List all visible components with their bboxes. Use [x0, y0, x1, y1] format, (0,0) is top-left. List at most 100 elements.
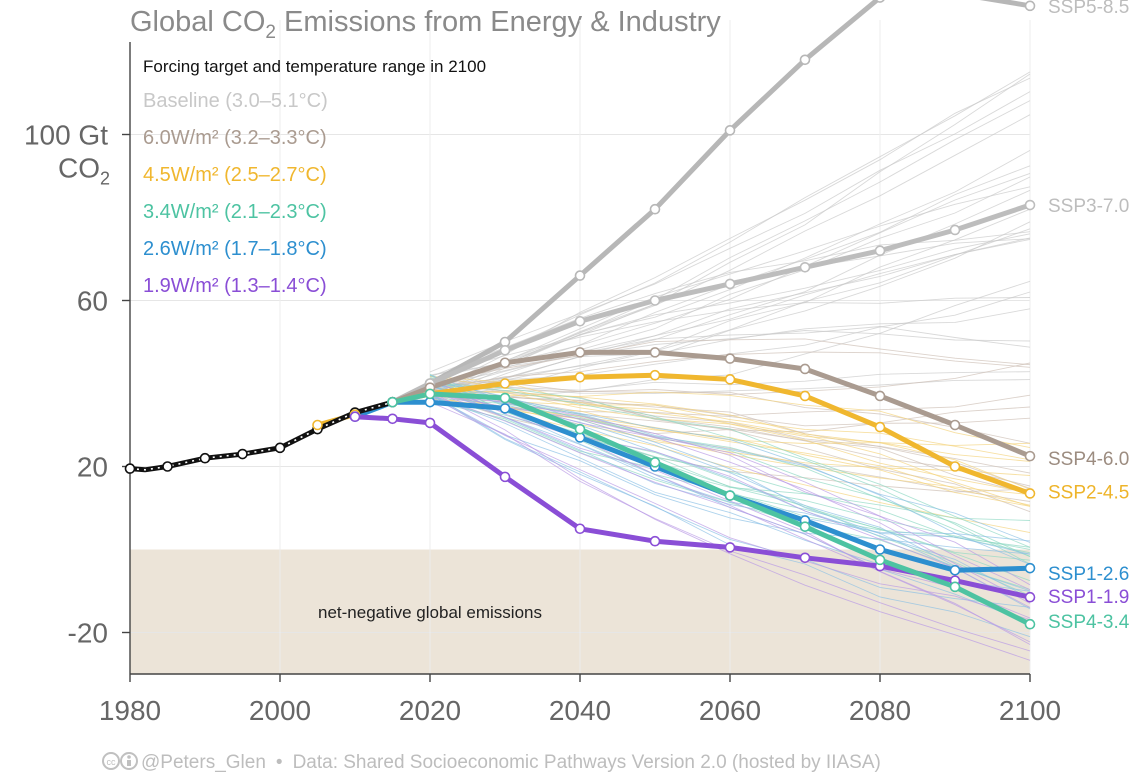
historical-point-1990 — [199, 452, 211, 464]
series-line-ssp5-8-5 — [390, 0, 1033, 405]
point-ssp3-7-0-2090 — [949, 224, 961, 236]
x-tick-label-6: 2100 — [999, 695, 1061, 726]
by-icon — [120, 752, 138, 770]
point-ssp3-7-0-2080 — [874, 245, 886, 256]
point-ssp5-8-5-2080 — [875, 0, 885, 3]
point-ssp5-8-5-2060 — [724, 125, 736, 136]
point-ssp1-2-6-2090 — [949, 564, 961, 576]
legend: Forcing target and temperature range in … — [143, 57, 486, 297]
point-ssp4-3-4-2020 — [424, 388, 436, 400]
legend-entry-1: 6.0W/m² (3.2–3.3°C) — [143, 127, 327, 149]
point-ssp4-3-4-2030 — [499, 392, 511, 404]
x-tick-label-0: 1980 — [99, 695, 161, 726]
point-ssp4-6-0-2100 — [1024, 450, 1036, 462]
point-ssp4-6-0-2050 — [649, 347, 661, 358]
ensemble-line-4-0 — [429, 383, 1031, 565]
ensemble-line-0-25 — [429, 100, 1031, 395]
ensemble-line-5-4 — [429, 378, 1031, 645]
point-ssp2-4-5-2005 — [312, 419, 323, 431]
legend-entry-4: 2.6W/m² (1.7–1.8°C) — [143, 238, 327, 260]
ensemble-line-3-5 — [429, 400, 1031, 521]
footer: cc @Peters_Glen • Data: Shared Socioeconom… — [102, 752, 881, 773]
chart-title-rest: Emissions from Energy & Industry — [276, 6, 721, 38]
historical-series — [124, 396, 398, 474]
ensemble-line-0-18 — [429, 114, 1031, 397]
end-label-ssp5-8-5: SSP5-8.5 — [1048, 0, 1129, 18]
x-tick-label-5: 2080 — [849, 695, 911, 726]
point-ssp1-1-9-2020 — [424, 417, 436, 429]
ensemble-line-4-6 — [429, 394, 1031, 555]
point-ssp2-4-5-2080 — [874, 421, 886, 433]
ensemble-line-2-8 — [429, 390, 1031, 494]
point-ssp4-3-4-2040 — [574, 423, 586, 435]
point-ssp2-4-5-2030 — [499, 378, 511, 389]
point-ssp2-4-5-2090 — [949, 461, 961, 472]
point-ssp4-3-4-2090 — [949, 581, 961, 593]
legend-heading: Forcing target and temperature range in … — [143, 57, 486, 76]
point-ssp3-7-0-2050 — [649, 295, 661, 306]
footer-source: Data: Shared Socioeconomic Pathways Vers… — [293, 752, 881, 773]
x-tick-label-4: 2060 — [699, 695, 761, 726]
ensemble-line-0-16 — [429, 371, 1031, 391]
historical-point-1980 — [124, 463, 136, 474]
y-axis-label-co: CO — [58, 153, 100, 184]
end-label-ssp4-3-4: SSP4-3.4 — [1048, 612, 1130, 633]
x-tick-label-2: 2020 — [399, 695, 461, 726]
end-label-ssp2-4-5: SSP2-4.5 — [1048, 482, 1129, 503]
footer-credit: @Peters_Glen — [141, 752, 266, 773]
ensemble-line-3-10 — [429, 382, 1031, 565]
ensemble-line-0-21 — [429, 91, 1031, 373]
ensemble-line-2-6 — [429, 375, 1031, 507]
point-ssp3-7-0-2100 — [1024, 199, 1036, 211]
by-icon-body — [127, 760, 131, 766]
legend-entry-3: 3.4W/m² (2.1–2.3°C) — [143, 201, 327, 223]
chart-title-main: Global CO — [130, 6, 265, 38]
by-icon-head — [127, 755, 131, 759]
ensemble-line-1-4 — [429, 389, 1031, 444]
ensemble-line-1-7 — [429, 338, 1031, 384]
end-label-ssp1-1-9: SSP1-1.9 — [1048, 587, 1129, 608]
point-ssp4-3-4-2015 — [387, 396, 398, 408]
point-ssp1-1-9-2060 — [724, 542, 736, 553]
point-ssp4-3-4-2070 — [799, 521, 811, 532]
point-ssp1-1-9-2030 — [499, 471, 511, 483]
end-label-ssp4-6-0: SSP4-6.0 — [1048, 449, 1129, 470]
point-ssp1-1-9-2040 — [574, 523, 586, 535]
point-ssp1-2-6-2030 — [499, 403, 511, 414]
legend-entry-0: Baseline (3.0–5.1°C) — [143, 90, 328, 112]
point-ssp4-6-0-2040 — [574, 347, 586, 358]
point-ssp3-7-0-2040 — [574, 315, 586, 327]
ensemble-line-4-7 — [429, 380, 1031, 610]
ensemble-line-0-26 — [429, 237, 1031, 399]
series-line-ssp3-7-0 — [390, 202, 1033, 405]
point-ssp4-6-0-2090 — [949, 419, 961, 431]
point-ssp1-1-9-2010 — [349, 411, 361, 423]
ensemble-line-2-7 — [429, 388, 1031, 461]
ensemble-line-0-4 — [429, 186, 1031, 389]
ensemble-line-5-8 — [429, 394, 1031, 619]
point-ssp4-3-4-2080 — [874, 554, 886, 566]
point-ssp5-8-5-2050 — [649, 203, 661, 215]
footer-separator: • — [276, 752, 283, 773]
legend-entry-2: 4.5W/m² (2.5–2.7°C) — [143, 164, 327, 186]
y-axis-label-line1: 100 Gt — [24, 120, 108, 151]
point-ssp1-1-9-2015 — [387, 413, 398, 425]
y-tick-label-2: 60 — [77, 286, 108, 317]
ensemble-line-0-2 — [429, 326, 1031, 393]
point-ssp2-4-5-2050 — [649, 369, 661, 381]
point-ssp2-4-5-2070 — [799, 390, 811, 402]
chart-title-subscript: 2 — [265, 22, 276, 43]
y-axis-label-line2: CO2 — [58, 153, 110, 189]
x-tick-label-3: 2040 — [549, 695, 611, 726]
series-line-ssp4-6-0 — [390, 349, 1033, 459]
point-ssp4-6-0-2030 — [499, 357, 511, 369]
cc-icon — [102, 752, 120, 770]
ensemble-line-0-17 — [429, 73, 1031, 389]
end-label-ssp1-2-6: SSP1-2.6 — [1048, 564, 1129, 585]
point-ssp1-2-6-2100 — [1024, 562, 1036, 574]
point-ssp4-6-0-2070 — [799, 363, 811, 375]
y-tick-label-1: 20 — [77, 452, 108, 483]
chart-title: Global CO2 Emissions from Energy & Indus… — [130, 6, 721, 43]
